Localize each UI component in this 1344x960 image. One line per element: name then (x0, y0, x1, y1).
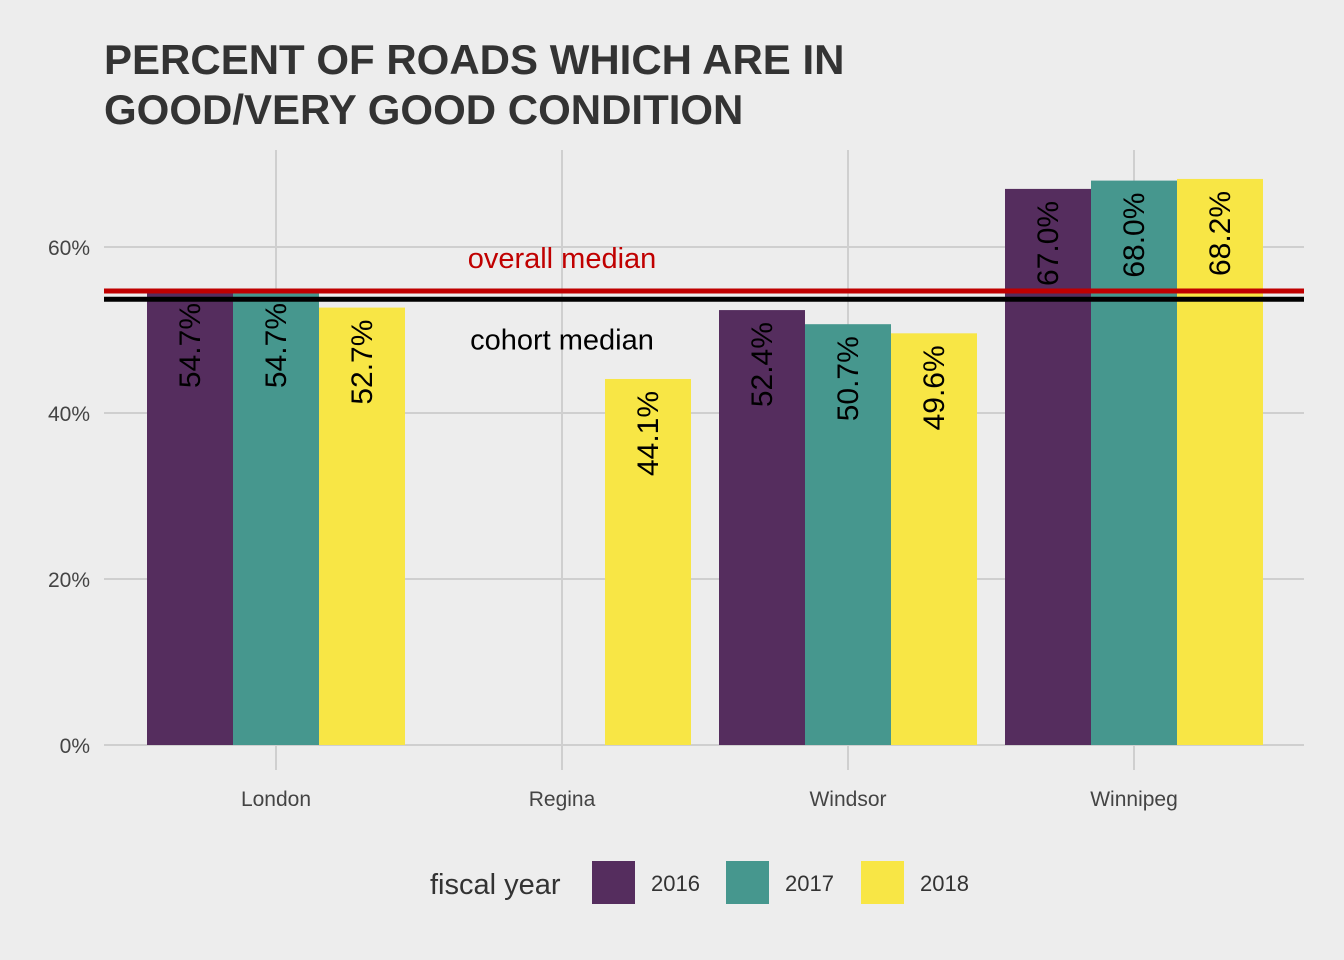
bar-london-2016 (147, 290, 233, 745)
bar-label-windsor-2018: 49.6% (918, 345, 951, 430)
legend-swatch-2018 (861, 861, 904, 904)
bar-label-windsor-2017: 50.7% (832, 336, 865, 421)
legend-swatch-2017 (726, 861, 769, 904)
bar-winnipeg-2016 (1005, 188, 1091, 745)
bar-label-regina-2018: 44.1% (632, 391, 665, 476)
bar-label-london-2016: 54.7% (174, 303, 207, 388)
chart-title: PERCENT OF ROADS WHICH ARE IN GOOD/VERY … (104, 36, 844, 133)
reference-label-cohort-median: cohort median (470, 324, 654, 356)
y-tick-label-60: 60% (48, 237, 90, 260)
legend-title: fiscal year (430, 869, 561, 901)
legend-label-2017: 2017 (785, 871, 834, 896)
axes: 0% 20% 40% 60% London Regina Windsor Winnipeg (48, 237, 1178, 811)
bar-windsor-2017 (805, 324, 891, 745)
bar-labels: 54.7% 54.7% 52.7% 44.1% 52.4% 50.7% 49.6% 67.0%… (174, 191, 1237, 476)
y-tick-label-40: 40% (48, 403, 90, 426)
bar-london-2018 (319, 307, 405, 745)
bars (147, 178, 1263, 746)
bar-label-windsor-2016: 52.4% (746, 322, 779, 407)
legend: fiscal year 2016 2017 2018 (430, 861, 969, 904)
bar-winnipeg-2018 (1177, 178, 1263, 745)
x-tick-label-winnipeg: Winnipeg (1090, 788, 1178, 811)
legend-swatch-2016 (592, 861, 635, 904)
bar-label-london-2017: 54.7% (260, 303, 293, 388)
reference-lines: overall median cohort median (104, 243, 1304, 356)
bar-windsor-2016 (719, 310, 805, 745)
bar-winnipeg-2017 (1091, 180, 1177, 746)
bar-windsor-2018 (891, 333, 977, 745)
bar-label-winnipeg-2017: 68.0% (1118, 193, 1151, 278)
chart-title-line-1: PERCENT OF ROADS WHICH ARE IN (104, 36, 844, 83)
bar-label-london-2018: 52.7% (346, 320, 379, 405)
reference-label-overall-median: overall median (468, 243, 657, 275)
y-tick-label-0: 0% (60, 735, 90, 758)
bar-regina-2018 (605, 378, 691, 745)
bar-label-winnipeg-2018: 68.2% (1204, 191, 1237, 276)
chart-title-line-2: GOOD/VERY GOOD CONDITION (104, 86, 743, 133)
y-tick-label-20: 20% (48, 569, 90, 592)
x-tick-label-regina: Regina (529, 788, 596, 811)
legend-label-2016: 2016 (651, 871, 700, 896)
x-tick-label-london: London (241, 788, 311, 811)
legend-label-2018: 2018 (920, 871, 969, 896)
bar-london-2017 (233, 290, 319, 745)
bar-label-winnipeg-2016: 67.0% (1032, 201, 1065, 286)
x-tick-label-windsor: Windsor (809, 788, 886, 811)
